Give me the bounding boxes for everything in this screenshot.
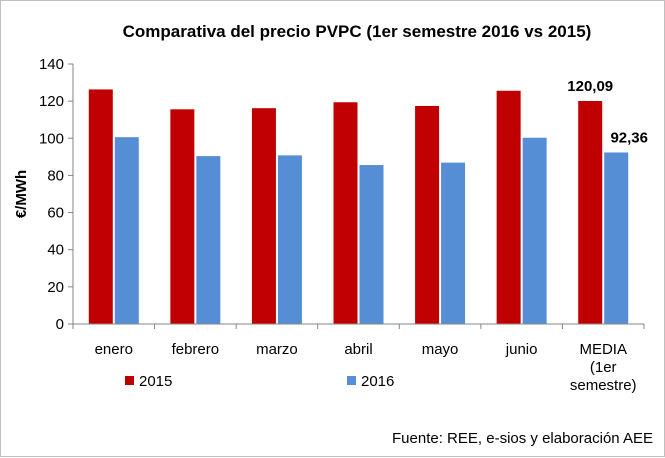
bars: [88, 89, 629, 325]
legend-label-2016: 2016: [361, 373, 394, 390]
data-label-2015: 120,09: [567, 78, 613, 95]
y-tick-label: 40: [47, 242, 64, 259]
y-tick-label: 20: [47, 279, 64, 296]
bar-2016: [196, 156, 221, 324]
bar-2015: [578, 100, 603, 325]
chart-title: Comparativa del precio PVPC (1er semestr…: [123, 22, 592, 41]
y-axis-ticks: 0 20 40 60 80 100 120 140: [39, 56, 645, 333]
x-tick-label: abril: [344, 341, 372, 358]
x-tick-label: febrero: [172, 341, 220, 358]
bar-2015: [496, 90, 521, 324]
legend: 2015 2016: [125, 373, 394, 390]
x-tick-label: (1er: [590, 359, 617, 376]
x-tick-label: MEDIA: [579, 341, 627, 358]
x-tick-label: junio: [505, 341, 538, 358]
bar-2015: [333, 102, 358, 324]
bar-2016: [114, 137, 139, 324]
bar-2016: [441, 162, 466, 324]
data-label-2016: 92,36: [610, 129, 648, 146]
x-tick-label: enero: [95, 341, 133, 358]
source-note: Fuente: REE, e-sios y elaboración AEE: [392, 430, 653, 447]
bar-2015: [170, 109, 195, 324]
y-tick-label: 60: [47, 205, 64, 222]
bar-2016: [277, 155, 302, 324]
bar-2016: [522, 137, 547, 324]
y-tick-label: 120: [39, 93, 64, 110]
x-axis-labels: enero febrero marzo abril mayo junio MEDIA(1er…: [95, 341, 637, 394]
x-tick-label: semestre): [570, 377, 637, 394]
x-tick-label: mayo: [422, 341, 459, 358]
x-tick-label: marzo: [256, 341, 298, 358]
y-tick-label: 80: [47, 167, 64, 184]
y-tick-label: 140: [39, 56, 64, 73]
bar-2016: [604, 152, 629, 324]
legend-swatch-2016: [347, 376, 356, 385]
y-axis-label: €/MWh: [13, 170, 30, 218]
bar-2016: [359, 165, 384, 324]
data-labels: 120,09 92,36: [567, 78, 648, 146]
y-tick-label: 0: [56, 316, 64, 333]
legend-swatch-2015: [125, 376, 134, 385]
bar-2015: [88, 89, 113, 324]
y-tick-label: 100: [39, 130, 64, 147]
legend-label-2015: 2015: [139, 373, 172, 390]
bar-2015: [415, 105, 440, 324]
bar-2015: [251, 108, 276, 324]
